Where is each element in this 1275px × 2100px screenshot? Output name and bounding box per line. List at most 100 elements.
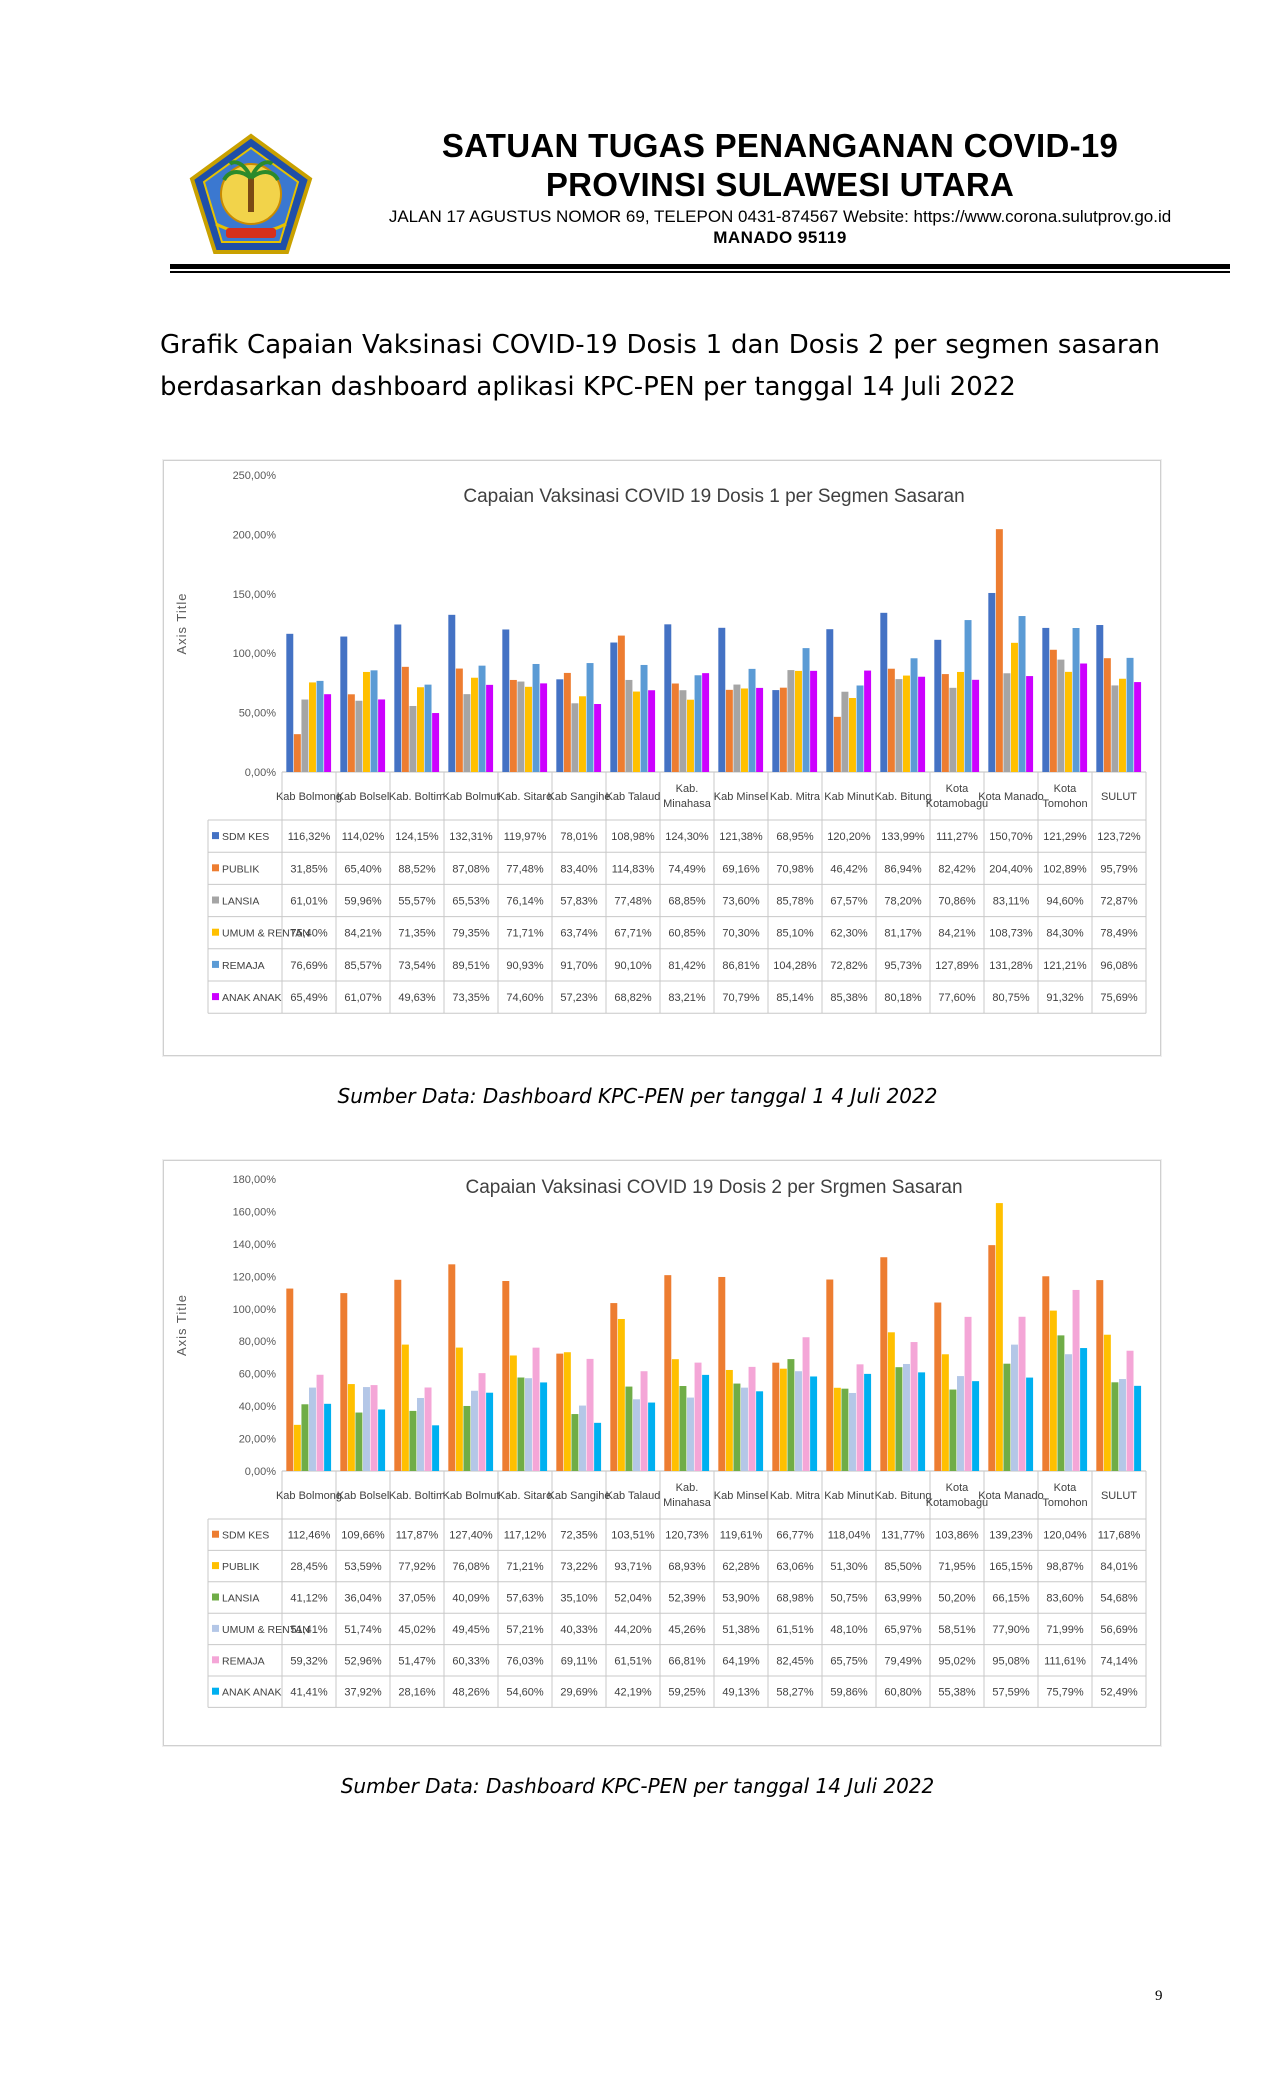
legend-label-umum-rentan: UMUM & RENTAN (222, 928, 310, 940)
data-table-cell: 114,02% (342, 831, 385, 843)
data-table-cell: 120,73% (665, 1530, 709, 1542)
legend-key-anak-anak (212, 1687, 219, 1695)
x-category-label: Kab Minsel (714, 1490, 768, 1502)
bar-remaja-kab-minahasa (694, 675, 702, 772)
bar-anak-anak-kota-manado (1026, 1377, 1034, 1471)
data-table-cell: 77,60% (938, 992, 976, 1004)
y-axis-title: Axis Title (174, 592, 189, 654)
bar-umum-rentan-kab-bolsel (363, 671, 370, 772)
bar-publik-kab-bolmut (455, 1347, 463, 1471)
bar-remaja-kota-tomohon (1072, 1289, 1080, 1471)
bar-anak-anak-kab-bolmong (324, 694, 332, 772)
bar-lansia-kota-manado (1003, 673, 1011, 772)
bar-anak-anak-kab-mitra (810, 1376, 818, 1471)
bar-publik-kab-bolmong (293, 734, 301, 772)
bar-remaja-kab-sitaro (532, 663, 540, 772)
bar-umum-rentan-kab-minut (849, 1392, 856, 1471)
bar-publik-kota-manado (995, 1203, 1003, 1471)
data-table-cell: 35,10% (560, 1593, 598, 1605)
data-table-cell: 91,32% (1046, 992, 1084, 1004)
bar-sdm-kes-kab-sitaro (502, 629, 510, 772)
legend-label-umum-rentan: UMUM & RENTAN (222, 1624, 310, 1636)
data-table-cell: 75,40% (290, 928, 328, 940)
data-table-cell: 65,75% (830, 1655, 868, 1667)
x-category-label: Kab Bolsel (337, 1490, 390, 1502)
data-table-cell: 36,04% (344, 1593, 382, 1605)
data-table-cell: 49,13% (722, 1687, 760, 1699)
bar-publik-kab-bolmut (455, 668, 463, 772)
bar-anak-anak-kab-minahasa (702, 673, 710, 772)
bar-anak-anak-kab-bitung (918, 676, 926, 772)
data-table-cell: 41,12% (290, 1593, 328, 1605)
data-table-cell: 37,92% (344, 1687, 382, 1699)
data-table-cell: 76,14% (506, 896, 544, 908)
data-table-cell: 133,99% (881, 831, 925, 843)
data-table-cell: 127,89% (935, 960, 979, 972)
data-table-cell: 61,51% (776, 1624, 814, 1636)
bar-lansia-kota-kotamobagu (949, 687, 957, 772)
data-table-cell: 60,33% (452, 1655, 490, 1667)
data-table-cell: 76,03% (506, 1655, 544, 1667)
data-table-cell: 82,45% (776, 1655, 814, 1667)
x-category-label: Kab Minsel (714, 791, 768, 803)
x-category-label: Kab Sangihe (548, 1490, 611, 1502)
data-table-cell: 57,63% (506, 1593, 544, 1605)
bar-sdm-kes-kab-sangihe (556, 1353, 564, 1471)
bar-anak-anak-kab-minut (864, 670, 872, 772)
bar-anak-anak-sulut (1134, 1385, 1142, 1471)
bar-sdm-kes-kota-tomohon (1042, 1276, 1050, 1471)
bar-umum-rentan-kab-mitra (795, 1371, 802, 1471)
data-table-cell: 61,51% (614, 1655, 652, 1667)
data-table-cell: 74,49% (668, 863, 706, 875)
bar-publik-kota-tomohon (1049, 1310, 1057, 1471)
y-axis-title: Axis Title (174, 1294, 189, 1356)
bar-lansia-kab-bitung (895, 1367, 903, 1471)
legend-label-lansia: LANSIA (222, 896, 259, 908)
legend-key-publik (212, 1562, 219, 1570)
x-category-label: Kab Sangihe (548, 791, 611, 803)
x-category-label: Kab Talaud (606, 1490, 661, 1502)
chart-dose1-box: Capaian Vaksinasi COVID 19 Dosis 1 per S… (163, 460, 1161, 1056)
bar-umum-rentan-sulut (1119, 678, 1126, 772)
data-table-cell: 51,47% (398, 1655, 436, 1667)
bar-sdm-kes-kab-minut (826, 629, 834, 772)
data-table-cell: 62,30% (830, 928, 868, 940)
data-table-cell: 51,30% (830, 1561, 868, 1573)
data-table-cell: 150,70% (989, 831, 1033, 843)
legend-key-umum-rentan (212, 928, 219, 936)
data-table-cell: 83,11% (993, 896, 1030, 908)
bar-lansia-kab-mitra (787, 1359, 795, 1471)
data-table-cell: 41,41% (290, 1687, 328, 1699)
data-table-cell: 69,11% (561, 1655, 598, 1667)
data-table-cell: 88,52% (398, 863, 436, 875)
legend-label-publik: PUBLIK (222, 1561, 259, 1573)
bar-publik-kab-bolsel (347, 694, 355, 772)
chart-dose1-source: Sumber Data: Dashboard KPC-PEN per tangg… (337, 1084, 938, 1108)
bar-remaja-kab-mitra (802, 1337, 810, 1471)
data-table-cell: 132,31% (449, 831, 493, 843)
bar-sdm-kes-kab-boltim (394, 624, 402, 772)
bar-remaja-kab-sangihe (586, 663, 594, 772)
data-table-cell: 44,20% (614, 1624, 652, 1636)
letterhead-text: SATUAN TUGAS PENANGANAN COVID-19 PROVINS… (330, 126, 1230, 248)
data-table-cell: 95,73% (884, 960, 922, 972)
bar-remaja-kota-kotamobagu (964, 620, 972, 772)
data-table-cell: 73,54% (398, 960, 436, 972)
data-table-cell: 119,61% (720, 1530, 763, 1542)
bar-anak-anak-kab-bitung (918, 1372, 926, 1471)
x-category-label: Kota Manado (978, 1490, 1043, 1502)
data-table-cell: 104,28% (773, 960, 817, 972)
data-table-cell: 65,53% (452, 896, 490, 908)
bar-publik-kab-minahasa (671, 683, 679, 772)
data-table-cell: 84,21% (344, 928, 382, 940)
bar-anak-anak-kab-sitaro (540, 683, 548, 772)
y-tick-label: 180,00% (233, 1174, 277, 1186)
data-table-cell: 87,08% (452, 863, 490, 875)
data-table-cell: 121,38% (719, 831, 763, 843)
data-table-cell: 76,08% (452, 1561, 490, 1573)
data-table-cell: 85,10% (776, 928, 814, 940)
y-tick-label: 20,00% (239, 1434, 277, 1446)
data-table-cell: 65,40% (344, 863, 382, 875)
bar-remaja-kab-bolsel (370, 1385, 378, 1471)
bar-remaja-kab-bitung (910, 1342, 918, 1471)
